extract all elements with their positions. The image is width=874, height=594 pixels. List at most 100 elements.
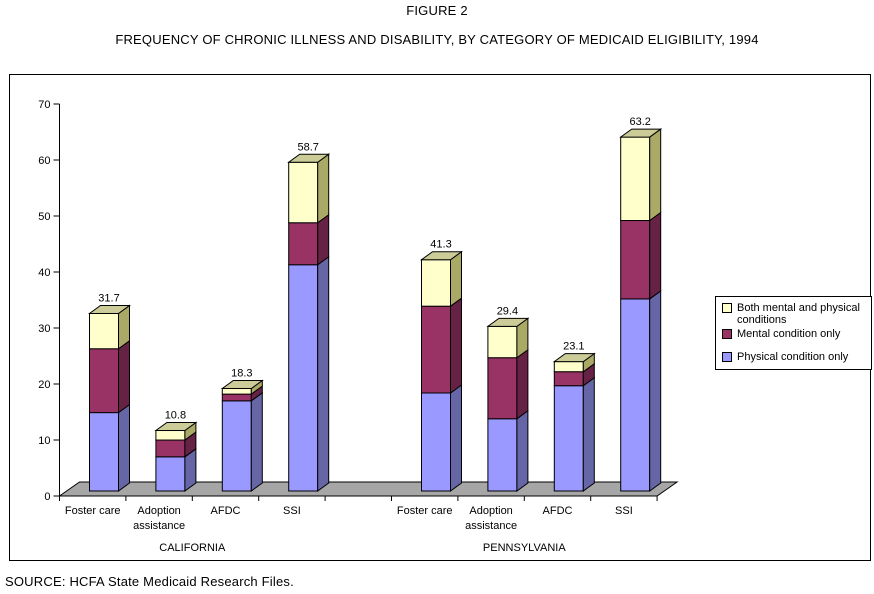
- bar-top-face: [154, 422, 198, 432]
- bar-segment-front: [221, 393, 252, 402]
- bar-segment-front: [421, 305, 451, 394]
- bar-segment-front: [155, 430, 186, 441]
- y-tick-label: 40: [38, 267, 50, 279]
- bar-segment-front: [221, 400, 252, 492]
- bar-segment-front: [553, 361, 584, 373]
- bar-segment-side: [649, 289, 662, 492]
- bars: 31.7 10.8 18.3 58.7 41.3 29.4 23.1 63.2: [87, 116, 663, 492]
- legend-item: Mental condition only: [721, 328, 869, 340]
- bar-value-label: 41.3: [430, 239, 451, 251]
- figure-subtitle: FREQUENCY OF CHRONIC ILLNESS AND DISABIL…: [115, 32, 759, 47]
- bar-segment-side: [450, 250, 462, 308]
- category-labels: Foster care Adoption assistance AFDC SSI Fost…: [65, 505, 633, 532]
- bar-segment-side: [450, 384, 462, 492]
- x-axis: [59, 495, 658, 501]
- bar-california-afdc: 18.3: [220, 368, 264, 492]
- category-label: assistance: [465, 520, 517, 532]
- bar-segment-front: [421, 259, 451, 307]
- bar-segment-side: [118, 403, 130, 492]
- bar-segment-side: [317, 213, 330, 266]
- bar-value-label: 63.2: [629, 116, 650, 128]
- bar-top-face: [486, 317, 530, 327]
- category-label: Adoption: [137, 505, 180, 517]
- legend-item: Both mental and physical conditions: [721, 302, 869, 326]
- bar-segment-front: [421, 392, 451, 492]
- y-tick-label: 20: [38, 379, 50, 391]
- bar-value-label: 58.7: [297, 141, 318, 153]
- category-label: assistance: [133, 520, 185, 532]
- category-label: SSI: [615, 505, 633, 517]
- bar-top-face: [419, 251, 464, 261]
- bar-segment-side: [317, 255, 330, 492]
- bar-segment-front: [288, 222, 319, 266]
- chart-legend: Both mental and physical conditions Menta…: [715, 296, 872, 370]
- bar-segment-front: [288, 161, 319, 224]
- bar-segment-side: [582, 376, 595, 492]
- bar-segment-front: [288, 264, 319, 492]
- category-label: AFDC: [543, 505, 573, 517]
- bar-segment-front: [620, 298, 651, 492]
- bar-value-label: 29.4: [497, 305, 518, 317]
- y-axis: 0 10 20 30 40 50 60 70: [38, 99, 60, 503]
- bar-pennsylvania-foster-care: 41.3: [419, 239, 464, 492]
- bar-pennsylvania-ssi: 63.2: [619, 116, 663, 492]
- bar-segment-front: [221, 388, 252, 395]
- bar-segment-side: [250, 391, 263, 492]
- legend-swatch-icon: [722, 329, 732, 339]
- group-label: CALIFORNIA: [159, 542, 226, 554]
- bar-segment-side: [118, 339, 130, 414]
- bar-pennsylvania-adoption-assistance: 29.4: [486, 305, 530, 492]
- bar-segment-side: [516, 348, 529, 420]
- bar-segment-side: [516, 409, 529, 492]
- group-labels: CALIFORNIA PENNSYLVANIA: [159, 542, 566, 554]
- bar-segment-side: [450, 297, 462, 394]
- bar-pennsylvania-afdc: 23.1: [552, 341, 596, 492]
- category-label: Adoption: [469, 505, 512, 517]
- y-tick-label: 30: [38, 323, 50, 335]
- bar-segment-side: [317, 153, 330, 224]
- group-label: PENNSYLVANIA: [483, 542, 566, 554]
- bar-segment-front: [155, 456, 186, 492]
- y-tick-label: 50: [38, 211, 50, 223]
- bar-california-adoption-assistance: 10.8: [154, 410, 198, 492]
- bar-segment-front: [89, 312, 119, 350]
- bar-segment-side: [649, 211, 662, 300]
- bar-segment-front: [155, 439, 186, 458]
- category-label: Foster care: [65, 505, 121, 517]
- bar-segment-front: [620, 136, 651, 222]
- bar-value-label: 23.1: [563, 341, 584, 353]
- bar-top-face: [220, 380, 264, 390]
- bar-top-face: [287, 153, 331, 163]
- bar-california-foster-care: 31.7: [87, 292, 132, 492]
- y-tick-label: 10: [38, 435, 50, 447]
- bar-segment-side: [649, 128, 662, 222]
- bar-segment-front: [553, 385, 584, 492]
- bar-segment-front: [89, 412, 119, 492]
- y-tick-label: 70: [38, 99, 50, 111]
- bar-value-label: 10.8: [165, 410, 186, 422]
- bar-value-label: 18.3: [231, 368, 252, 380]
- y-tick-label: 60: [38, 155, 50, 167]
- category-label: AFDC: [211, 505, 241, 517]
- bar-top-face: [87, 304, 132, 314]
- legend-swatch-icon: [722, 352, 732, 362]
- source-note: SOURCE: HCFA State Medicaid Research Fil…: [5, 574, 294, 589]
- bar-segment-front: [487, 325, 518, 359]
- bar-segment-front: [553, 371, 584, 387]
- bar-top-face: [619, 128, 663, 138]
- bar-value-label: 31.7: [98, 292, 119, 304]
- category-label: Foster care: [397, 505, 453, 517]
- bar-top-face: [552, 353, 596, 363]
- bar-segment-front: [620, 220, 651, 300]
- bar-segment-front: [487, 418, 518, 492]
- bar-segment-front: [487, 357, 518, 420]
- category-label: SSI: [283, 505, 301, 517]
- legend-label: Both mental and physical conditions: [737, 302, 860, 326]
- y-tick-label: 0: [44, 491, 50, 503]
- legend-swatch-icon: [722, 303, 732, 313]
- bar-california-ssi: 58.7: [287, 141, 331, 492]
- legend-label: Physical condition only: [737, 351, 849, 363]
- legend-label: Mental condition only: [737, 328, 841, 340]
